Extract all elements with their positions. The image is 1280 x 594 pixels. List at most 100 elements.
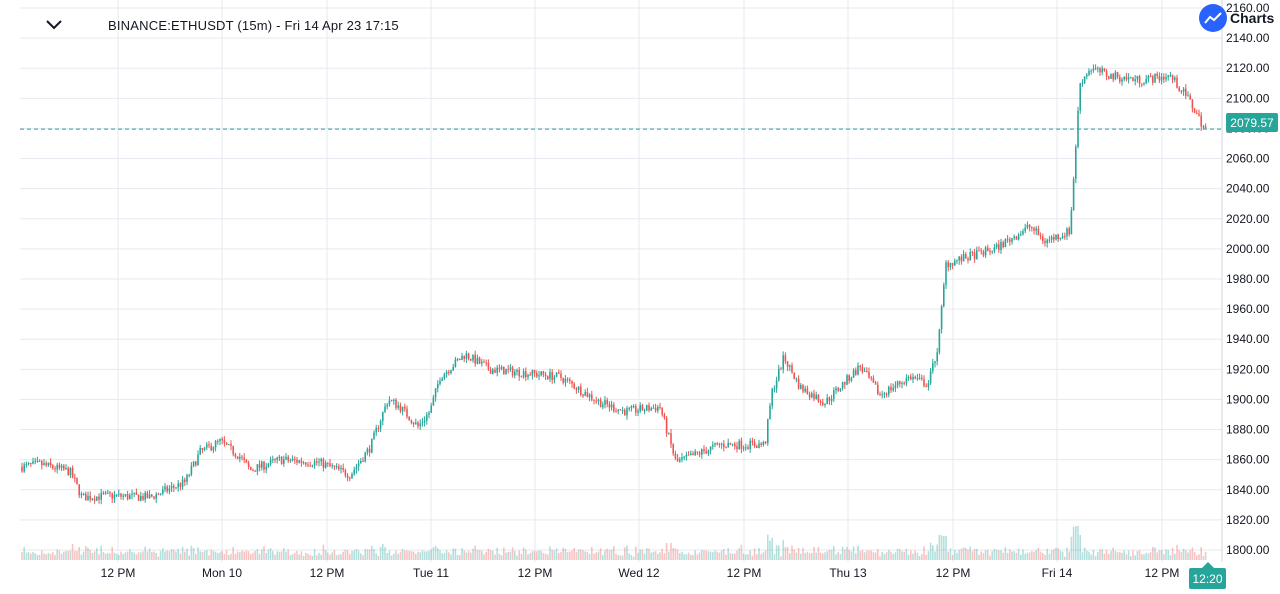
candle-body	[960, 256, 963, 262]
symbol-title: BINANCE:ETHUSDT (15m) - Fri 14 Apr 23 17…	[108, 17, 399, 33]
volume-bar	[969, 546, 971, 560]
last-price-tag: 2079.57	[1226, 113, 1278, 132]
collapse-button[interactable]	[40, 11, 68, 39]
volume-bar	[1165, 549, 1167, 560]
volume-bar	[390, 555, 393, 560]
volume-bar	[1015, 552, 1018, 560]
y-tick-label: 1840.00	[1226, 483, 1270, 497]
candle-body	[386, 404, 388, 407]
volume-bar	[38, 554, 41, 560]
charts-logo[interactable]: Charts	[1199, 4, 1274, 32]
candle-body	[93, 498, 96, 501]
volume-bar	[186, 548, 188, 560]
candle-body	[56, 464, 58, 470]
volume-bar	[296, 550, 298, 560]
volume-bar	[1055, 547, 1057, 560]
candle-body	[1042, 236, 1044, 242]
candle-body	[144, 492, 146, 500]
candle-body	[1039, 235, 1042, 237]
candle-body	[309, 465, 311, 467]
volume-bar	[560, 551, 562, 560]
volume-bar	[1064, 556, 1066, 560]
candle-body	[388, 400, 391, 405]
candle-body	[252, 469, 254, 471]
candle-body	[1127, 77, 1130, 80]
candle-body	[989, 250, 991, 252]
candle-body	[485, 362, 487, 364]
volume-bar	[1048, 553, 1051, 560]
y-tick-label: 1880.00	[1226, 423, 1270, 437]
volume-bar	[813, 547, 815, 560]
candle-body	[294, 458, 296, 460]
y-tick-label: 2120.00	[1226, 61, 1270, 75]
candle-body	[639, 405, 641, 411]
candle-body	[129, 495, 131, 500]
candle-body	[463, 355, 465, 359]
volume-bar	[219, 552, 221, 560]
candle-body	[351, 473, 353, 479]
volume-bar	[828, 549, 831, 560]
candle-body	[166, 486, 168, 492]
candle-body	[1165, 77, 1167, 80]
volume-bar	[514, 550, 516, 560]
volume-bar	[848, 549, 850, 560]
volume-bar	[373, 548, 375, 560]
volume-bar	[311, 555, 314, 560]
candle-body	[1006, 239, 1009, 241]
volume-bar	[984, 550, 987, 560]
candle-body	[577, 386, 580, 390]
volume-bar	[527, 554, 529, 560]
volume-bar	[503, 547, 505, 560]
volume-bar	[305, 552, 307, 560]
volume-bar	[1086, 550, 1088, 560]
candle-body	[437, 384, 439, 389]
candle-body	[1167, 75, 1169, 78]
candle-body	[342, 467, 344, 470]
candle-body	[278, 457, 281, 459]
volume-bar	[635, 546, 637, 560]
volume-bar	[467, 550, 470, 560]
candle-body	[324, 462, 327, 468]
volume-bar	[773, 554, 776, 560]
volume-bar	[929, 542, 932, 560]
candle-body	[635, 406, 637, 413]
candle-body	[874, 382, 877, 385]
volume-bar	[912, 553, 914, 560]
y-tick-label: 2160.00	[1226, 1, 1270, 15]
volume-bar	[778, 545, 780, 560]
volume-bar	[668, 551, 670, 560]
volume-bar	[261, 549, 263, 560]
candle-body	[758, 443, 760, 448]
candle-body	[511, 367, 514, 376]
volume-bar	[357, 550, 360, 560]
volume-bar	[197, 547, 199, 560]
volume-bar	[727, 548, 729, 560]
volume-bar	[1081, 552, 1084, 560]
candle-body	[135, 492, 138, 495]
volume-bar	[694, 550, 696, 560]
volume-bar	[228, 555, 230, 560]
volume-bar	[1136, 551, 1139, 560]
candle-body	[536, 373, 538, 377]
volume-bar	[476, 549, 479, 560]
candle-body	[1068, 228, 1070, 235]
candle-body	[736, 446, 738, 450]
volume-bar	[1044, 554, 1046, 560]
candle-body	[802, 385, 804, 392]
candle-body	[560, 373, 562, 378]
volume-bar	[487, 548, 490, 560]
volume-bar	[839, 554, 842, 560]
candle-body	[1112, 73, 1114, 80]
volume-bar	[595, 552, 597, 560]
candle-body	[718, 443, 721, 445]
candle-body	[604, 400, 606, 405]
candle-body	[74, 477, 76, 479]
candle-body	[43, 463, 45, 466]
candle-body	[1079, 83, 1081, 111]
candle-body	[907, 376, 910, 379]
volume-bar	[995, 549, 998, 560]
volume-bar	[91, 552, 94, 560]
volume-bar	[650, 552, 652, 560]
candle-body	[868, 371, 870, 378]
